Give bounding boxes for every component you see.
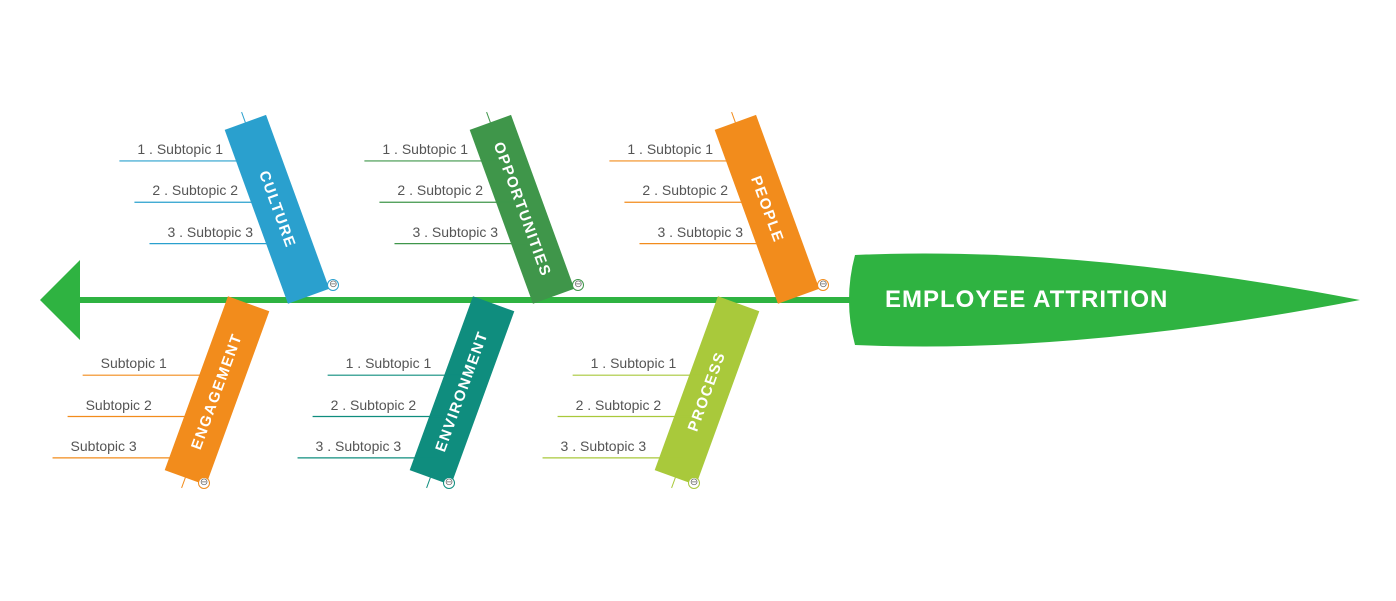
collapse-icon-opportunities[interactable]: ⊖ <box>572 279 584 291</box>
subtopic-engagement-1: Subtopic 2 <box>86 397 152 413</box>
subtopic-process-2: 3 . Subtopic 3 <box>561 438 647 454</box>
subtopic-environment-0: 1 . Subtopic 1 <box>346 355 432 371</box>
collapse-icon-culture[interactable]: ⊖ <box>327 279 339 291</box>
subtopic-culture-2: 3 . Subtopic 3 <box>167 224 253 240</box>
subtopic-environment-2: 3 . Subtopic 3 <box>316 438 402 454</box>
bone-line-opportunities <box>487 112 491 122</box>
subtopic-opportunities-1: 2 . Subtopic 2 <box>397 182 483 198</box>
bone-line-environment <box>427 478 431 488</box>
subtopic-culture-1: 2 . Subtopic 2 <box>152 182 238 198</box>
subtopic-engagement-0: Subtopic 1 <box>101 355 167 371</box>
fish-tail <box>40 260 80 340</box>
bone-line-people <box>732 112 736 122</box>
bone-line-process <box>672 478 676 488</box>
subtopic-people-1: 2 . Subtopic 2 <box>642 182 728 198</box>
fish-head-label: EMPLOYEE ATTRITION <box>885 286 1168 314</box>
subtopic-process-0: 1 . Subtopic 1 <box>591 355 677 371</box>
subtopic-people-0: 1 . Subtopic 1 <box>627 141 713 157</box>
bone-line-engagement <box>182 478 186 488</box>
subtopic-opportunities-0: 1 . Subtopic 1 <box>382 141 468 157</box>
subtopic-culture-0: 1 . Subtopic 1 <box>137 141 223 157</box>
subtopic-environment-1: 2 . Subtopic 2 <box>331 397 417 413</box>
collapse-icon-people[interactable]: ⊖ <box>817 279 829 291</box>
subtopic-engagement-2: Subtopic 3 <box>71 438 137 454</box>
subtopic-people-2: 3 . Subtopic 3 <box>657 224 743 240</box>
subtopic-opportunities-2: 3 . Subtopic 3 <box>412 224 498 240</box>
bone-line-culture <box>242 112 246 122</box>
subtopic-process-1: 2 . Subtopic 2 <box>576 397 662 413</box>
